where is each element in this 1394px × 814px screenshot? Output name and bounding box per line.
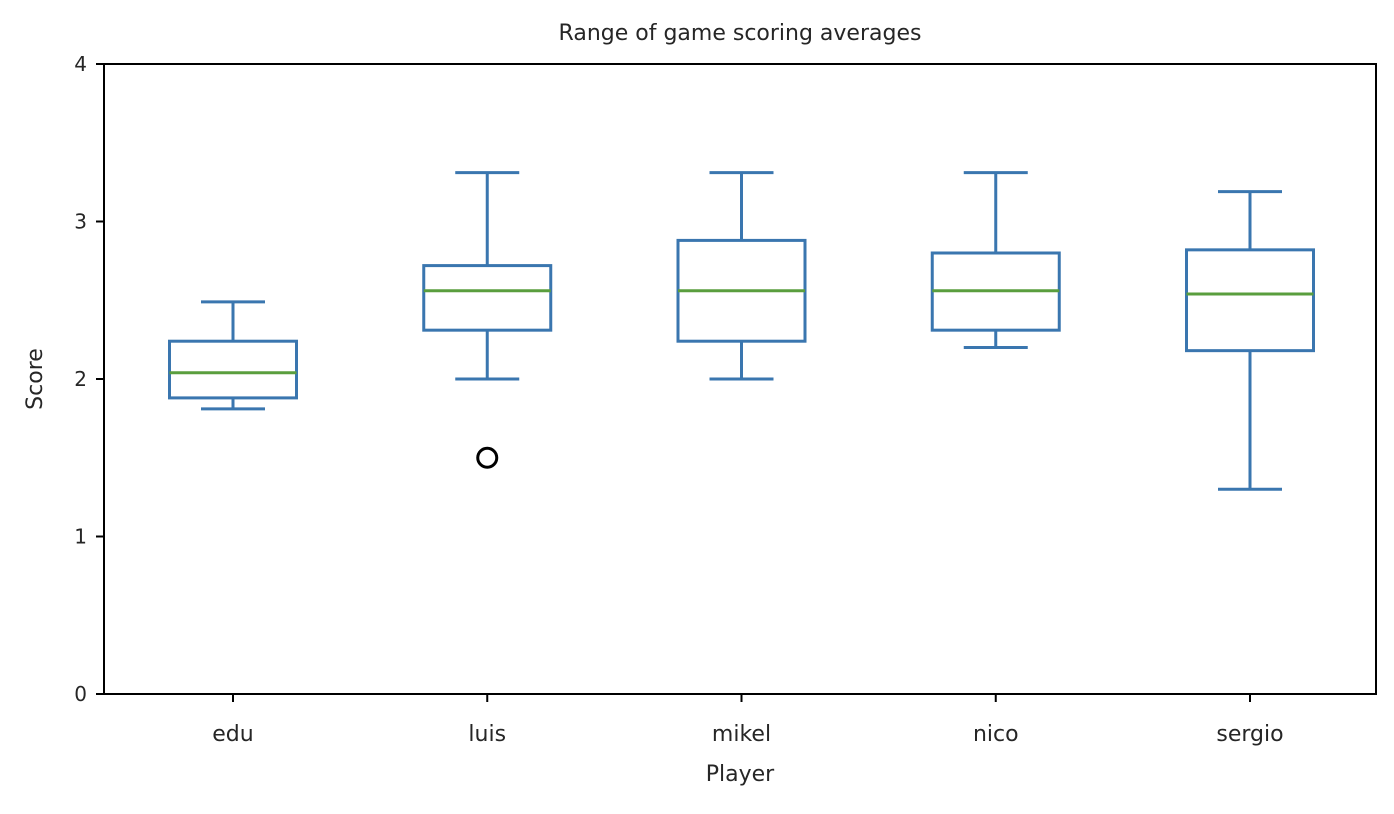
iqr-box (168, 339, 298, 400)
x-axis-label: Player (706, 762, 775, 787)
y-tick-label: 3 (74, 210, 87, 234)
x-tick-label: mikel (712, 722, 771, 747)
y-axis-label: Score (23, 348, 48, 410)
box-mikel (676, 171, 807, 381)
iqr-box (422, 264, 553, 332)
iqr-box (1185, 248, 1315, 353)
outlier-point (476, 446, 499, 469)
box-luis (422, 171, 553, 469)
x-tick-label: edu (212, 722, 253, 747)
plot-area (168, 171, 1315, 491)
box-nico (930, 171, 1061, 349)
y-tick-label: 4 (74, 52, 87, 76)
box-sergio (1185, 190, 1315, 491)
axes: 0 1 2 3 4 edu luis mikel nico sergio (74, 52, 1377, 747)
x-tick-label: nico (973, 722, 1019, 747)
x-tick-label: luis (468, 722, 506, 747)
y-tick-label: 1 (74, 525, 87, 549)
y-tick-label: 2 (74, 367, 87, 391)
chart-title: Range of game scoring averages (559, 21, 922, 46)
y-tick-label: 0 (74, 682, 87, 706)
x-tick-label: sergio (1216, 722, 1283, 747)
box-edu (168, 300, 298, 411)
